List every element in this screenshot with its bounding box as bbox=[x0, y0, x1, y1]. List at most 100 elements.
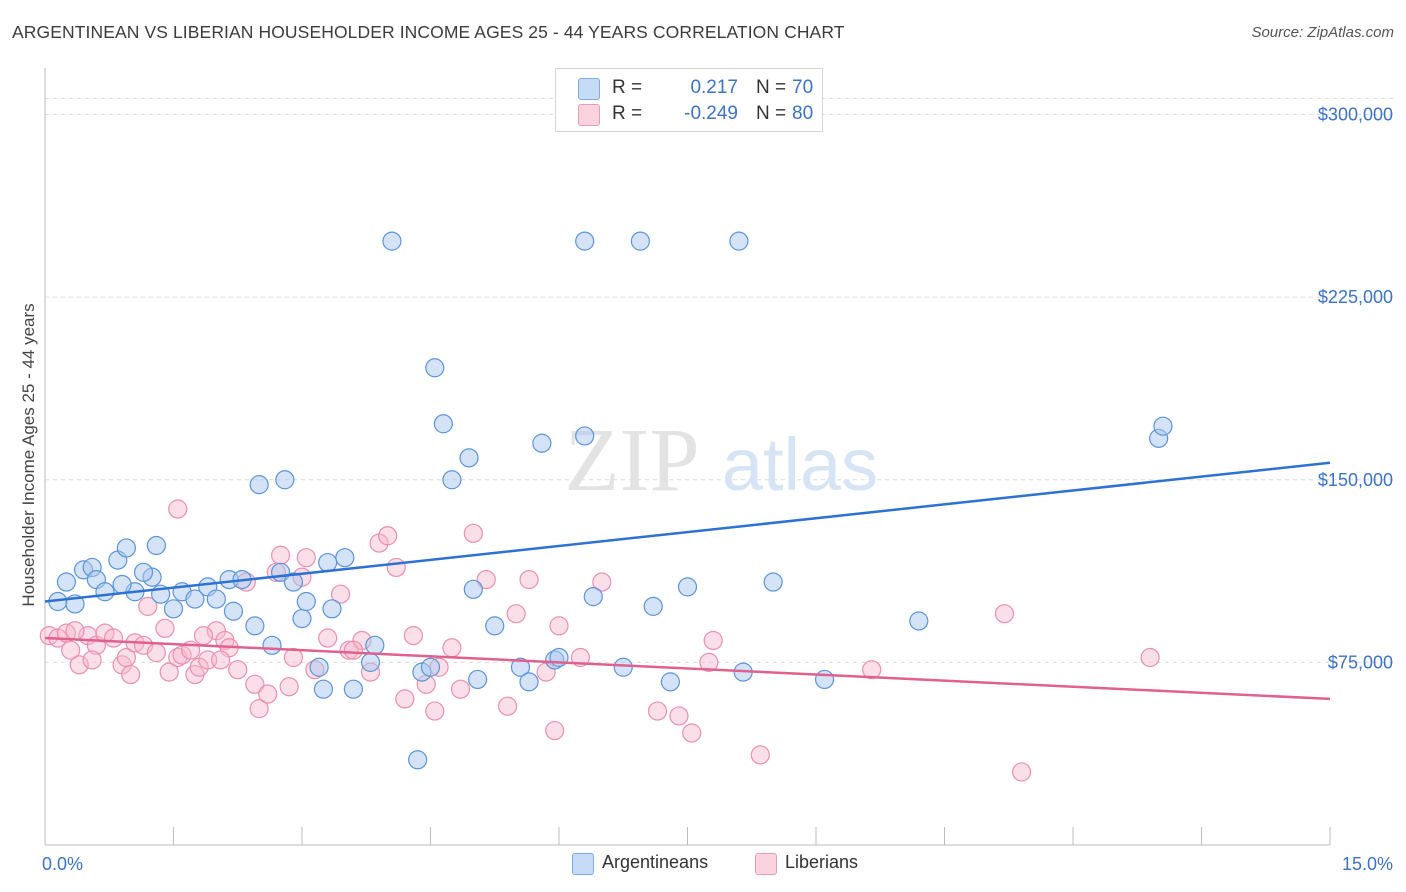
liberians-point bbox=[65, 621, 85, 641]
argentineans-point bbox=[729, 231, 749, 251]
liberians-point bbox=[699, 652, 719, 672]
liberians-point bbox=[343, 640, 363, 660]
liberians-point bbox=[750, 745, 770, 765]
y-axis-label: Householder Income Ages 25 - 44 years bbox=[19, 303, 38, 606]
liberians-point bbox=[703, 630, 723, 651]
trend-lines bbox=[44, 461, 1331, 701]
argentineans-point bbox=[382, 231, 402, 251]
liberians-point bbox=[211, 650, 231, 670]
liberians-point bbox=[121, 664, 141, 685]
liberians-point bbox=[682, 723, 702, 743]
legend-n-label: N = bbox=[756, 77, 787, 98]
liberians-point bbox=[476, 569, 496, 590]
liberians-point bbox=[279, 677, 299, 697]
series-argentineans bbox=[48, 231, 1173, 770]
legend-n-value: 80 bbox=[792, 103, 814, 124]
watermark-atlas: atlas bbox=[722, 423, 878, 506]
argentineans-point bbox=[1153, 416, 1173, 436]
bottom-legend-label: Liberians bbox=[785, 852, 859, 872]
argentineans-point bbox=[335, 548, 355, 568]
argentineans-point bbox=[463, 579, 483, 599]
argentineans-point bbox=[510, 657, 531, 677]
argentineans-point bbox=[296, 591, 316, 612]
argentineans-trend-line bbox=[44, 461, 1331, 603]
argentineans-point bbox=[185, 589, 205, 609]
argentineans-point bbox=[613, 657, 633, 677]
argentineans-point bbox=[206, 589, 226, 609]
argentineans-point bbox=[292, 608, 312, 629]
legend-swatch-liberians bbox=[578, 104, 600, 126]
liberians-point bbox=[339, 640, 359, 660]
liberians-point bbox=[245, 674, 265, 694]
argentineans-point bbox=[360, 652, 381, 672]
liberians-point bbox=[450, 679, 471, 699]
argentineans-point bbox=[677, 577, 698, 597]
argentineans-point bbox=[95, 582, 115, 602]
argentineans-point bbox=[459, 448, 479, 468]
legend-n-value: 70 bbox=[792, 77, 814, 98]
argentineans-point bbox=[575, 426, 595, 446]
liberians-point bbox=[994, 604, 1015, 624]
legend-swatch-argentineans bbox=[578, 78, 600, 100]
liberians-point bbox=[249, 699, 269, 719]
liberians-point bbox=[138, 596, 158, 616]
argentineans-point bbox=[814, 669, 835, 690]
legend-r-label: R = bbox=[612, 77, 643, 98]
x-tick-label: 0.0% bbox=[42, 854, 83, 874]
argentineans-point bbox=[283, 572, 304, 592]
liberians-point bbox=[442, 638, 462, 658]
argentineans-point bbox=[309, 657, 329, 677]
argentineans-point bbox=[313, 679, 334, 699]
legend-r-label: R = bbox=[612, 103, 643, 124]
liberians-trend-line bbox=[44, 636, 1331, 701]
liberians-point bbox=[168, 499, 188, 519]
argentineans-point bbox=[116, 538, 136, 558]
axes bbox=[44, 68, 1331, 846]
legend-r-value: 0.217 bbox=[690, 77, 738, 98]
source-note: Source: ZipAtlas.com bbox=[1251, 24, 1394, 41]
liberians-point bbox=[1140, 647, 1160, 668]
liberians-point bbox=[155, 618, 175, 638]
watermark-zip: ZIP bbox=[565, 411, 700, 510]
y-tick-label: $225,000 bbox=[1318, 287, 1393, 307]
argentineans-point bbox=[433, 414, 453, 434]
y-tick-label: $300,000 bbox=[1318, 105, 1393, 125]
liberians-point bbox=[258, 684, 278, 704]
argentineans-point bbox=[442, 470, 462, 490]
argentineans-point bbox=[56, 572, 77, 592]
argentineans-point bbox=[262, 635, 282, 655]
liberians-point bbox=[103, 628, 124, 648]
argentineans-point bbox=[485, 616, 505, 636]
liberians-point bbox=[378, 526, 398, 546]
liberians-point bbox=[549, 616, 569, 636]
bottom-legend-swatch-liberians bbox=[755, 853, 777, 875]
liberians-point bbox=[228, 660, 248, 680]
argentineans-point bbox=[575, 231, 595, 251]
argentineans-point bbox=[420, 657, 441, 677]
liberians-point bbox=[318, 628, 338, 648]
liberians-point bbox=[506, 604, 526, 624]
argentineans-point bbox=[133, 562, 154, 582]
legend-n-label: N = bbox=[756, 103, 787, 124]
argentineans-point bbox=[146, 535, 166, 556]
liberians-point bbox=[270, 545, 291, 565]
argentineans-point bbox=[532, 433, 552, 453]
legend-r-value: -0.249 bbox=[684, 103, 738, 124]
y-tick-label: $150,000 bbox=[1318, 470, 1393, 490]
argentineans-point bbox=[425, 358, 445, 378]
liberians-point bbox=[69, 655, 89, 675]
argentineans-point bbox=[163, 599, 184, 619]
liberians-point bbox=[519, 569, 539, 590]
x-tick-label: 15.0% bbox=[1342, 854, 1393, 874]
chart-title: ARGENTINEAN VS LIBERIAN HOUSEHOLDER INCO… bbox=[12, 22, 845, 42]
argentineans-point bbox=[763, 572, 783, 592]
tick-labels: $75,000 $150,000 $225,000 $300,000 0.0% 15.0% bbox=[42, 105, 1393, 874]
liberians-point bbox=[425, 701, 445, 721]
argentineans-point bbox=[275, 470, 295, 490]
liberians-point bbox=[330, 584, 351, 604]
argentineans-point bbox=[630, 231, 650, 251]
liberians-point bbox=[395, 689, 415, 709]
liberians-point bbox=[61, 640, 81, 660]
argentineans-point bbox=[643, 596, 663, 616]
